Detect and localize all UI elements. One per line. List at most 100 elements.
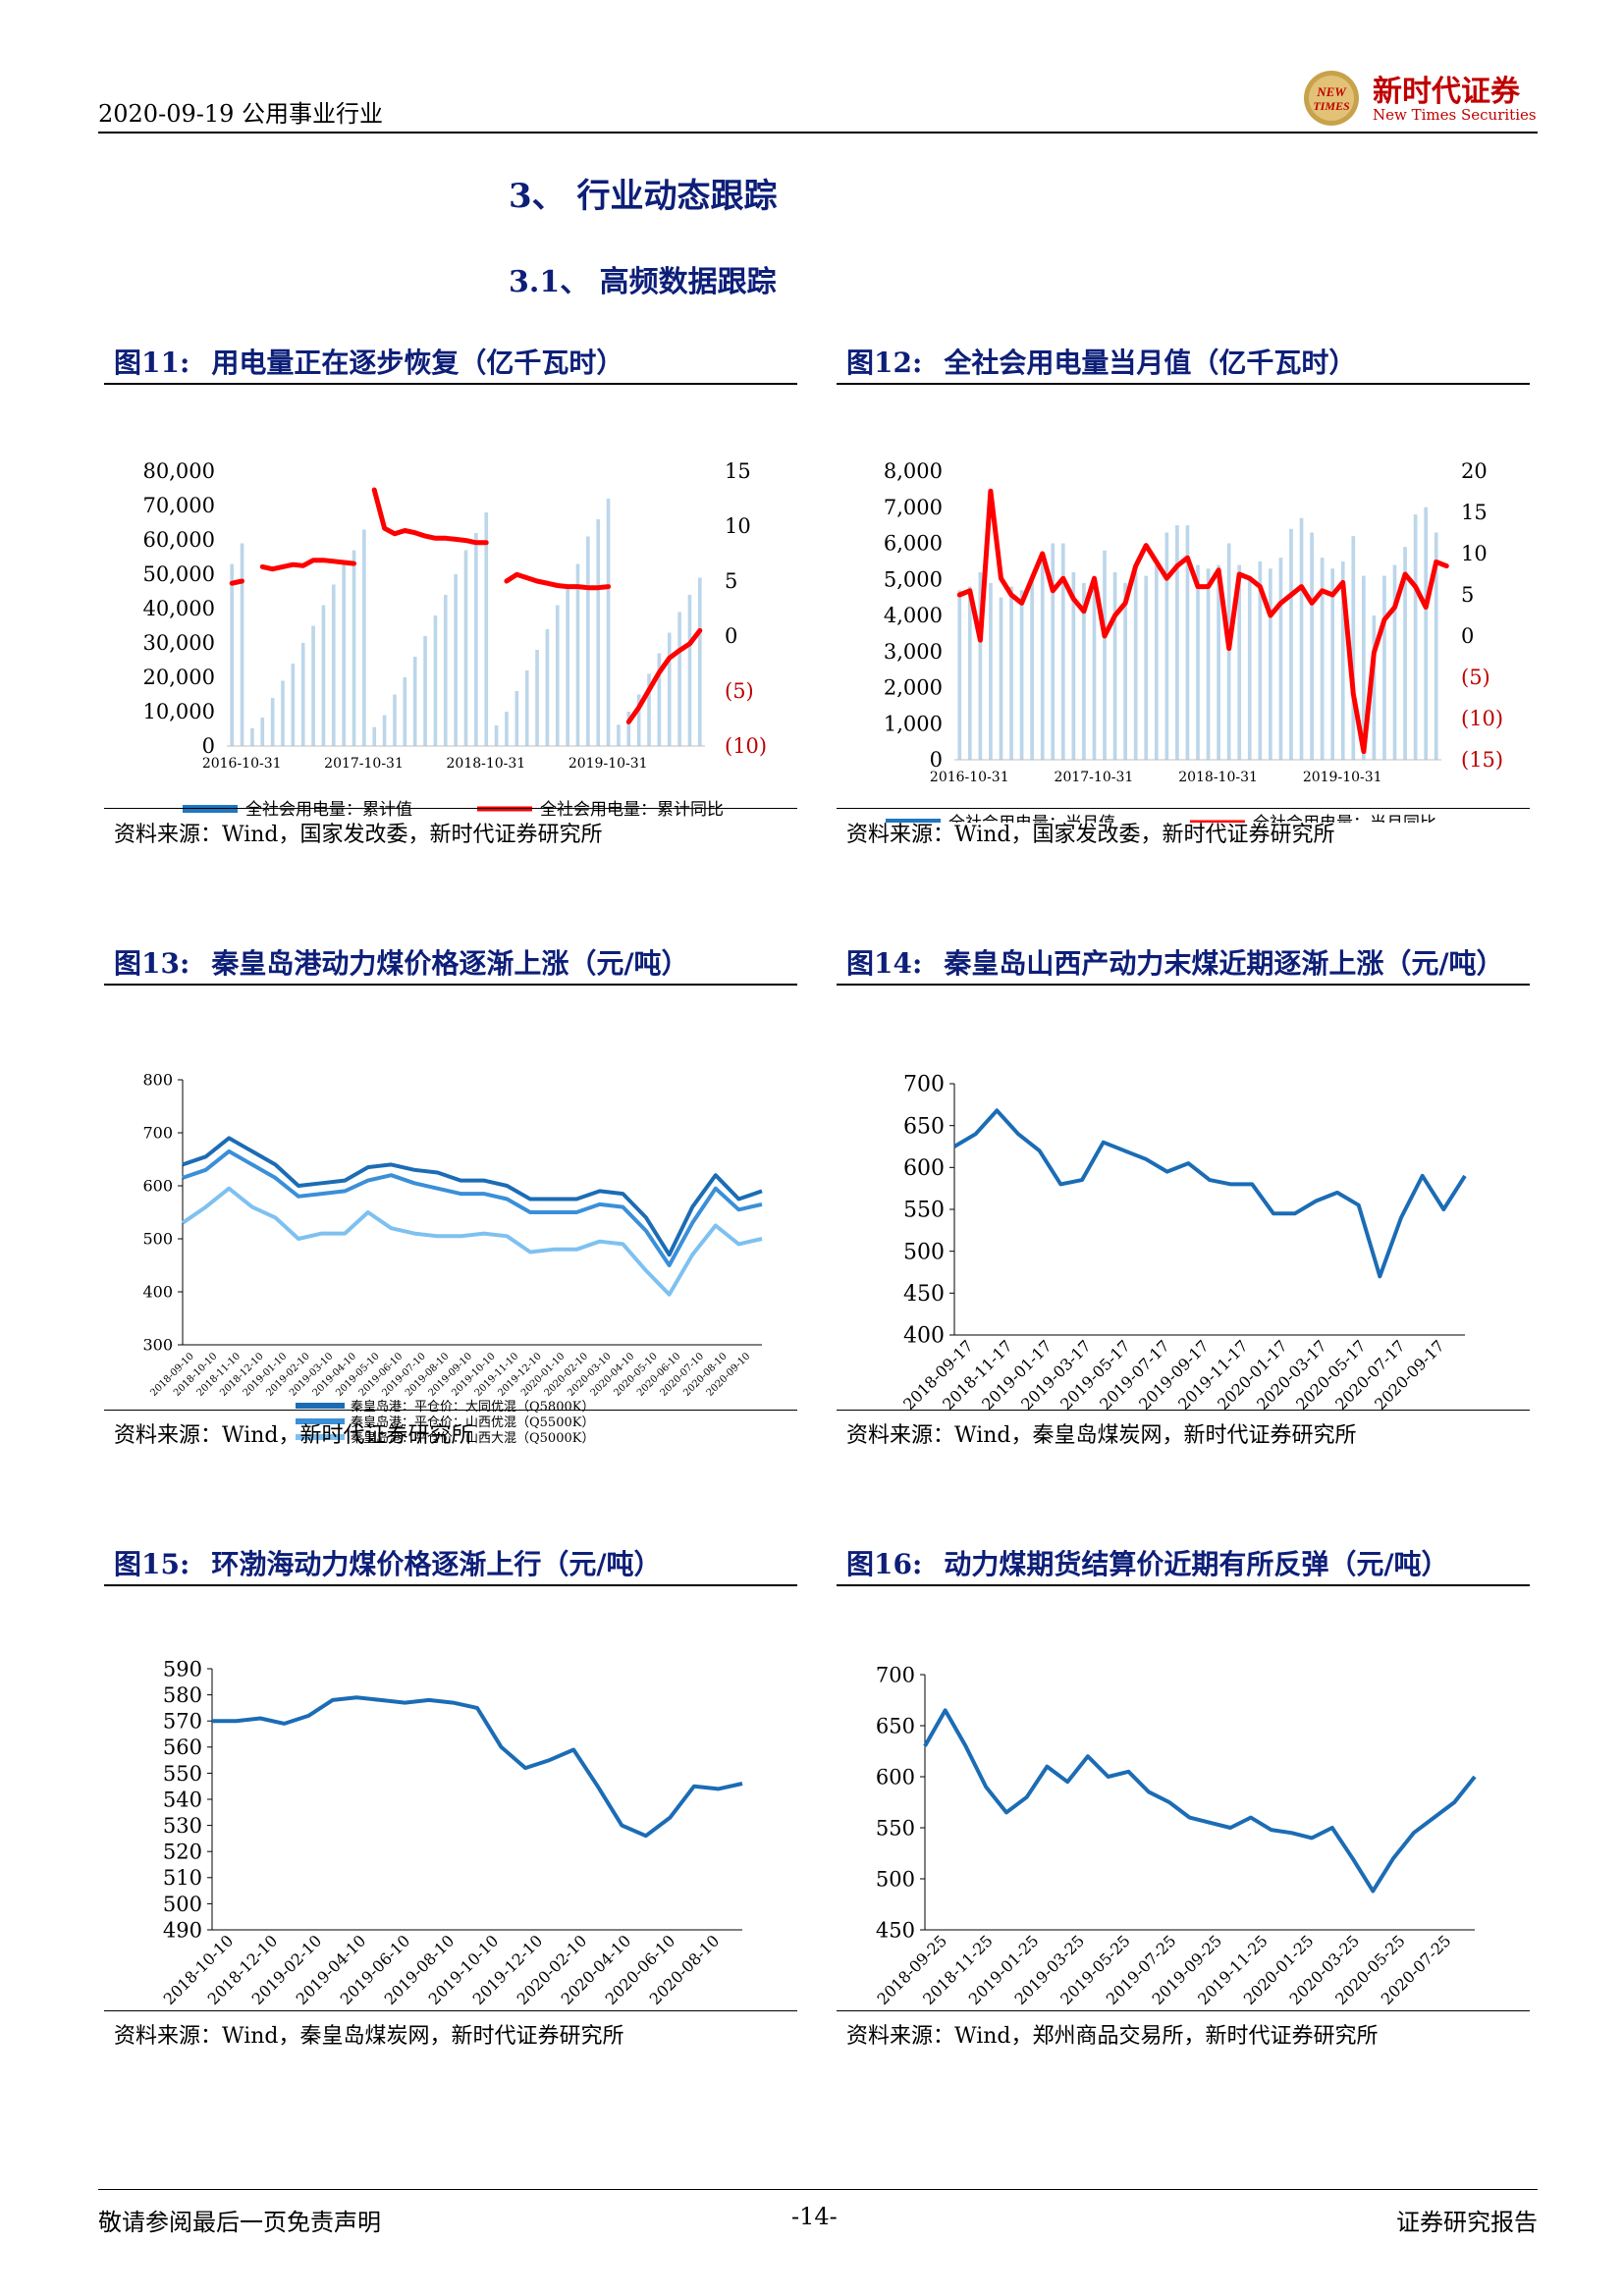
figure-number: 图13:	[114, 947, 190, 980]
chart-coal-futures-settlement: 4505005506006507002018-09-252018-11-2520…	[873, 1663, 1477, 2008]
bar	[978, 571, 983, 760]
bar	[291, 664, 296, 746]
bar	[454, 574, 458, 746]
y-tick-label: 800	[142, 1071, 173, 1090]
bar	[545, 629, 550, 746]
bar	[250, 727, 254, 746]
bar	[967, 586, 972, 760]
legend-label: 全社会用电量：累计值	[245, 800, 412, 820]
bar	[1040, 554, 1045, 760]
bar	[362, 529, 366, 746]
y-right-tick-label: 20	[1461, 459, 1488, 483]
legend-label: 全社会用电量：当月同比	[1253, 814, 1436, 823]
bar	[372, 726, 377, 746]
bar	[393, 694, 397, 746]
chart-bohai-coal-index: 4905005105205305405505605705805902018-10…	[160, 1657, 743, 2008]
bar	[403, 677, 407, 746]
bar	[1340, 561, 1345, 760]
chart-qinhuangdao-coal-prices: 3004005006007008002018-09-102018-10-1020…	[142, 1071, 763, 1446]
legend-label: 秦皇岛港：平仓价：大同优混（Q5800K）	[351, 1399, 594, 1415]
figure-title: 动力煤期货结算价近期有所反弹（元/吨）	[944, 1548, 1449, 1580]
bar	[260, 717, 265, 746]
bar	[230, 563, 234, 746]
y-left-tick-label: 70,000	[143, 494, 215, 517]
bar	[524, 670, 529, 746]
bar	[1060, 543, 1065, 760]
figure-title: 秦皇岛港动力煤价格逐渐上涨（元/吨）	[211, 947, 689, 980]
bar	[514, 691, 519, 746]
x-tick-label: 2017-10-31	[324, 756, 404, 772]
y-tick-label: 650	[903, 1114, 945, 1139]
y-tick-label: 500	[163, 1893, 202, 1916]
bar	[1071, 571, 1076, 760]
figure-title-rule	[104, 1584, 797, 1586]
bar	[596, 519, 601, 746]
bar	[1403, 547, 1407, 760]
logo-english-name: New Times Securities	[1373, 106, 1537, 124]
series-line	[182, 1148, 763, 1267]
bar	[636, 694, 641, 746]
new-times-logo-icon: NEW TIMES	[1304, 71, 1359, 126]
footer-disclaimer: 敬请参阅最后一页免责声明	[98, 2209, 381, 2236]
y-right-tick-label: 10	[725, 514, 751, 538]
y-tick-label: 520	[163, 1841, 202, 1864]
bar	[1009, 586, 1013, 760]
x-tick-label: 2019-10-31	[568, 756, 648, 772]
bar	[575, 563, 580, 746]
figure-title-rule	[837, 383, 1530, 385]
bar	[566, 584, 569, 746]
bar	[1185, 525, 1190, 760]
y-tick-label: 530	[163, 1814, 202, 1838]
bar	[1372, 615, 1377, 760]
bar	[586, 536, 590, 746]
bar	[484, 512, 489, 746]
bar	[240, 543, 244, 746]
y-tick-label: 700	[876, 1663, 915, 1686]
bar	[1278, 558, 1283, 760]
bar	[443, 595, 448, 746]
y-tick-label: 500	[142, 1230, 173, 1249]
bar	[1310, 532, 1314, 760]
bar	[1351, 536, 1356, 760]
figure-title-rule	[837, 1584, 1530, 1586]
bar	[311, 625, 315, 746]
legend-label: 全社会用电量：累计同比	[540, 800, 724, 820]
bar	[342, 563, 346, 746]
series-line	[952, 1108, 1467, 1279]
bar	[957, 590, 962, 760]
figure-source: 资料来源：Wind，国家发改委，新时代证券研究所	[114, 823, 603, 847]
y-left-tick-label: 10,000	[143, 700, 215, 723]
y-tick-label: 540	[163, 1788, 202, 1811]
y-tick-label: 700	[903, 1073, 945, 1097]
figure-source: 资料来源：Wind，秦皇岛煤炭网，新时代证券研究所	[114, 2024, 624, 2049]
y-tick-label: 550	[163, 1762, 202, 1786]
bar	[1392, 564, 1397, 760]
section-heading: 3、 行业动态跟踪	[509, 177, 778, 216]
y-left-tick-label: 60,000	[143, 528, 215, 552]
subsection-heading: 3.1、 高频数据跟踪	[509, 265, 777, 299]
y-left-tick-label: 80,000	[143, 459, 215, 483]
x-tick-label: 2017-10-31	[1055, 770, 1134, 785]
bar	[463, 550, 468, 746]
x-tick-label: 2018-10-31	[1178, 770, 1258, 785]
y-left-tick-label: 3,000	[884, 640, 943, 664]
y-left-tick-label: 6,000	[884, 532, 943, 556]
bar	[626, 712, 631, 746]
y-tick-label: 600	[903, 1156, 945, 1181]
y-tick-label: 300	[142, 1336, 173, 1355]
y-right-tick-label: (5)	[1461, 666, 1490, 689]
bar	[1019, 590, 1024, 760]
bar	[1133, 571, 1138, 760]
y-left-tick-label: 50,000	[143, 562, 215, 586]
bar	[382, 715, 387, 746]
series-line	[229, 487, 703, 724]
y-tick-label: 600	[876, 1765, 915, 1789]
figure-number: 图14:	[846, 947, 923, 980]
figure-source: 资料来源：Wind，新时代证券研究所	[114, 1423, 473, 1448]
bar	[1196, 564, 1200, 760]
figure-number: 图11:	[114, 347, 190, 379]
figure-source: 资料来源：Wind，郑州商品交易所，新时代证券研究所	[846, 2024, 1379, 2049]
chart-shanxi-thermal-coal: 4004505005506006507002018-09-172018-11-1…	[899, 1073, 1467, 1414]
bar	[667, 632, 672, 746]
legend-swatch-bar	[183, 805, 238, 813]
